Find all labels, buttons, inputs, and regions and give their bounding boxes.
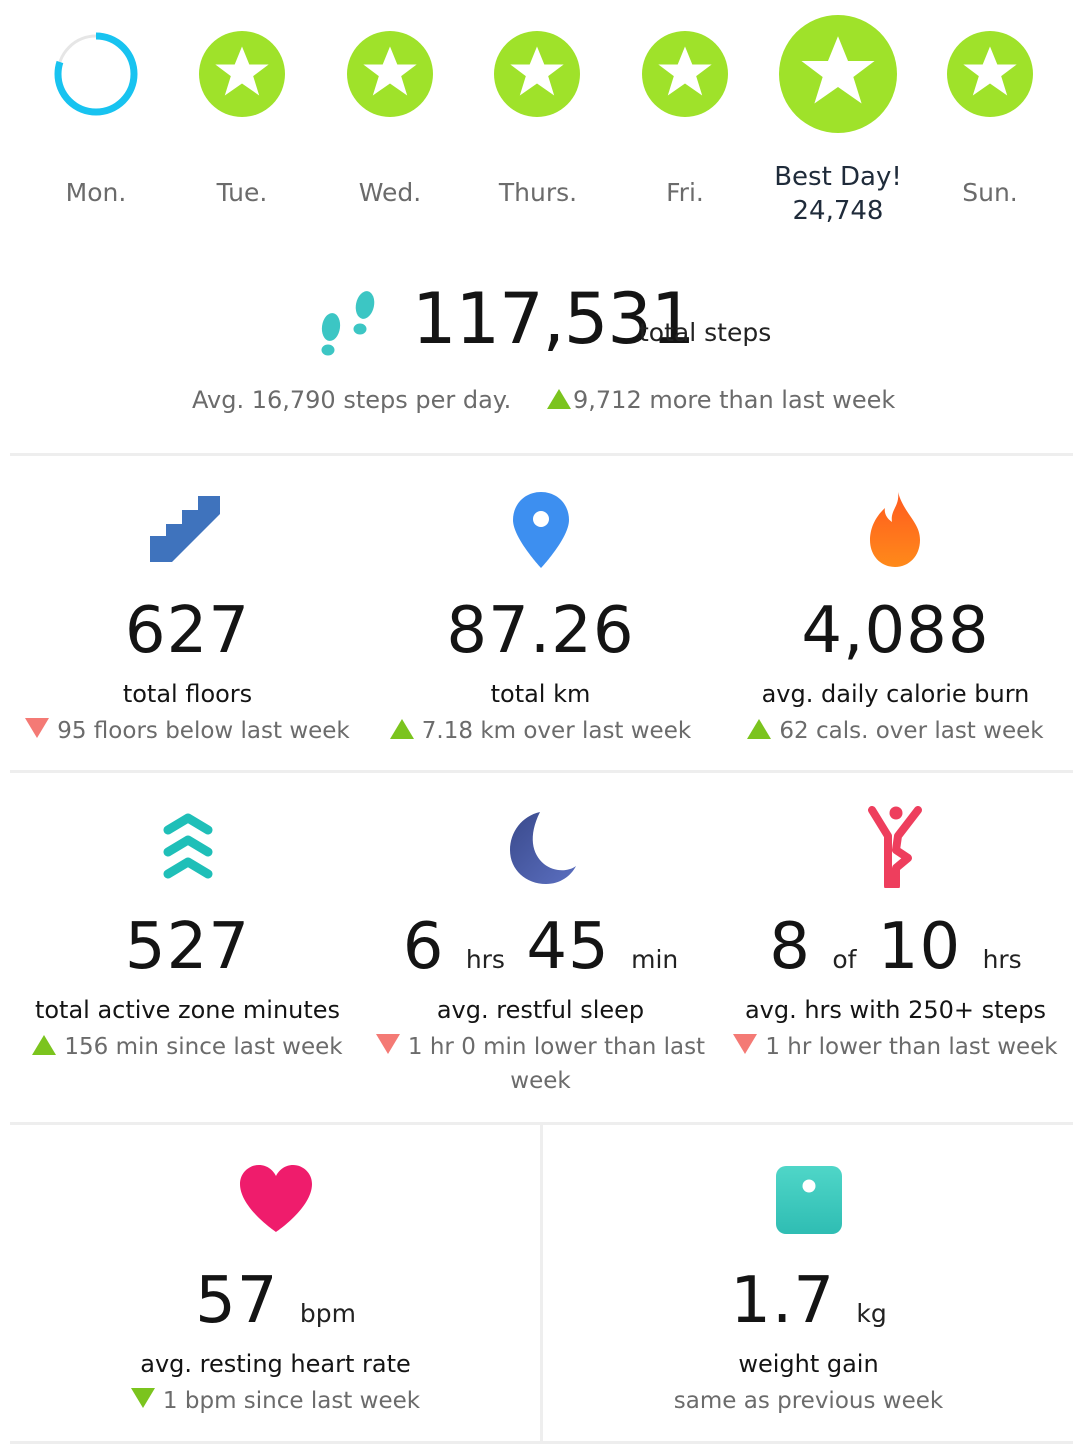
- avg-steps-text: Avg. 16,790 steps per day.: [192, 386, 512, 414]
- friday-star-icon[interactable]: [642, 31, 728, 117]
- hourly-delta-text: 1 hr lower than last week: [765, 1034, 1058, 1060]
- hourly-hours: 8: [769, 910, 811, 984]
- trend-down-icon: [733, 1034, 758, 1054]
- sleep-delta: 1 hr 0 min lower than last week: [363, 1030, 718, 1098]
- thursday-star-icon[interactable]: [494, 31, 580, 117]
- sleep-label: avg. restful sleep: [436, 996, 645, 1024]
- footsteps-icon: [313, 290, 383, 360]
- azm-value: 527: [124, 910, 251, 984]
- section-divider: [10, 1122, 1073, 1125]
- stairs-icon: [150, 496, 222, 562]
- active-zone-card[interactable]: 527 total active zone minutes 156 min si…: [10, 912, 365, 1064]
- calories-label: avg. daily calorie burn: [761, 680, 1030, 708]
- calories-card[interactable]: 4,088 avg. daily calorie burn 62 cals. o…: [718, 596, 1073, 748]
- hourly-of: of: [832, 945, 857, 974]
- steps-delta-text: 9,712 more than last week: [573, 386, 896, 414]
- best-day-title: Best Day!: [774, 162, 902, 192]
- floors-delta: 95 floors below last week: [10, 714, 365, 748]
- floors-value: 627: [124, 594, 251, 668]
- day-label-fri: Fri.: [666, 178, 704, 207]
- sunday-star-icon[interactable]: [947, 31, 1033, 117]
- azm-label: total active zone minutes: [34, 996, 341, 1024]
- distance-value: 87.26: [446, 594, 635, 668]
- best-day-steps: 24,748: [792, 196, 884, 226]
- hourly-delta: 1 hr lower than last week: [718, 1030, 1073, 1064]
- calories-delta: 62 cals. over last week: [718, 714, 1073, 748]
- floors-delta-text: 95 floors below last week: [57, 718, 350, 744]
- person-stretch-icon: [868, 806, 924, 890]
- sleep-value: 6 hrs 45 min: [363, 912, 718, 982]
- column-divider: [540, 1125, 543, 1444]
- azm-delta-text: 156 min since last week: [64, 1034, 343, 1060]
- day-label-thurs: Thurs.: [498, 178, 578, 207]
- trend-up-icon: [547, 389, 571, 409]
- calories-delta-text: 62 cals. over last week: [779, 718, 1044, 744]
- weight-delta: same as previous week: [673, 1388, 944, 1414]
- heart-delta-text: 1 bpm since last week: [162, 1388, 421, 1414]
- heart-rate-card[interactable]: 57 bpm avg. resting heart rate 1 bpm sin…: [98, 1266, 453, 1418]
- best-day-label: Best Day! 24,748: [748, 160, 928, 228]
- floors-card[interactable]: 627 total floors 95 floors below last we…: [10, 596, 365, 748]
- sleep-hours: 6: [402, 910, 445, 984]
- distance-card[interactable]: 87.26 total km 7.18 km over last week: [363, 596, 718, 748]
- distance-delta: 7.18 km over last week: [363, 714, 718, 748]
- section-divider: [10, 770, 1073, 773]
- trend-down-icon: [130, 1388, 155, 1408]
- flame-icon: [868, 492, 922, 568]
- floors-label: total floors: [122, 680, 253, 708]
- hourly-label: avg. hrs with 250+ steps: [744, 996, 1047, 1024]
- section-divider: [10, 1441, 1073, 1444]
- hourly-value: 8 of 10 hrs: [718, 912, 1073, 982]
- scale-icon: [776, 1166, 842, 1234]
- trend-up-icon: [389, 719, 414, 739]
- trend-down-icon: [375, 1034, 400, 1054]
- total-steps-value: 117,531: [412, 278, 695, 360]
- sleep-minutes-unit: min: [631, 945, 679, 974]
- azm-delta: 156 min since last week: [10, 1030, 365, 1064]
- weight-number: 1.7: [730, 1264, 836, 1338]
- sleep-card[interactable]: 6 hrs 45 min avg. restful sleep 1 hr 0 m…: [363, 912, 718, 1098]
- sleep-minutes: 45: [526, 910, 610, 984]
- trend-up-icon: [747, 719, 772, 739]
- hourly-unit: hrs: [982, 945, 1022, 974]
- weight-value: 1.7 kg: [631, 1266, 986, 1336]
- day-label-tue: Tue.: [216, 178, 268, 207]
- hourly-card[interactable]: 8 of 10 hrs avg. hrs with 250+ steps 1 h…: [718, 912, 1073, 1064]
- distance-delta-text: 7.18 km over last week: [421, 718, 692, 744]
- heart-unit: bpm: [299, 1299, 356, 1328]
- chevrons-up-icon: [163, 812, 213, 884]
- day-label-mon: Mon.: [65, 178, 127, 207]
- sleep-hours-unit: hrs: [465, 945, 505, 974]
- moon-icon: [508, 810, 578, 886]
- hourly-total: 10: [877, 910, 962, 984]
- day-label-sun: Sun.: [962, 178, 1018, 207]
- heart-bpm-value: 57: [195, 1264, 279, 1338]
- heart-delta: 1 bpm since last week: [98, 1384, 453, 1418]
- total-steps-unit: total steps: [639, 318, 772, 347]
- weight-unit: kg: [856, 1299, 887, 1328]
- wednesday-star-icon[interactable]: [347, 31, 433, 117]
- heart-icon: [238, 1164, 314, 1234]
- calories-value: 4,088: [801, 594, 990, 668]
- heart-label: avg. resting heart rate: [140, 1350, 411, 1378]
- best-day-star-icon[interactable]: [779, 15, 897, 133]
- steps-delta: 9,712 more than last week: [547, 386, 895, 414]
- weight-label: weight gain: [738, 1350, 879, 1378]
- trend-up-icon: [32, 1035, 57, 1055]
- monday-progress-ring-icon[interactable]: [53, 31, 139, 117]
- sleep-delta-text: 1 hr 0 min lower than last week: [407, 1034, 706, 1094]
- section-divider: [10, 453, 1073, 456]
- weight-card[interactable]: 1.7 kg weight gain same as previous week: [631, 1266, 986, 1418]
- trend-down-icon: [25, 718, 50, 738]
- tuesday-star-icon[interactable]: [199, 31, 285, 117]
- day-label-wed: Wed.: [358, 178, 422, 207]
- heart-value: 57 bpm: [98, 1266, 453, 1336]
- location-pin-icon: [512, 492, 570, 568]
- distance-label: total km: [490, 680, 591, 708]
